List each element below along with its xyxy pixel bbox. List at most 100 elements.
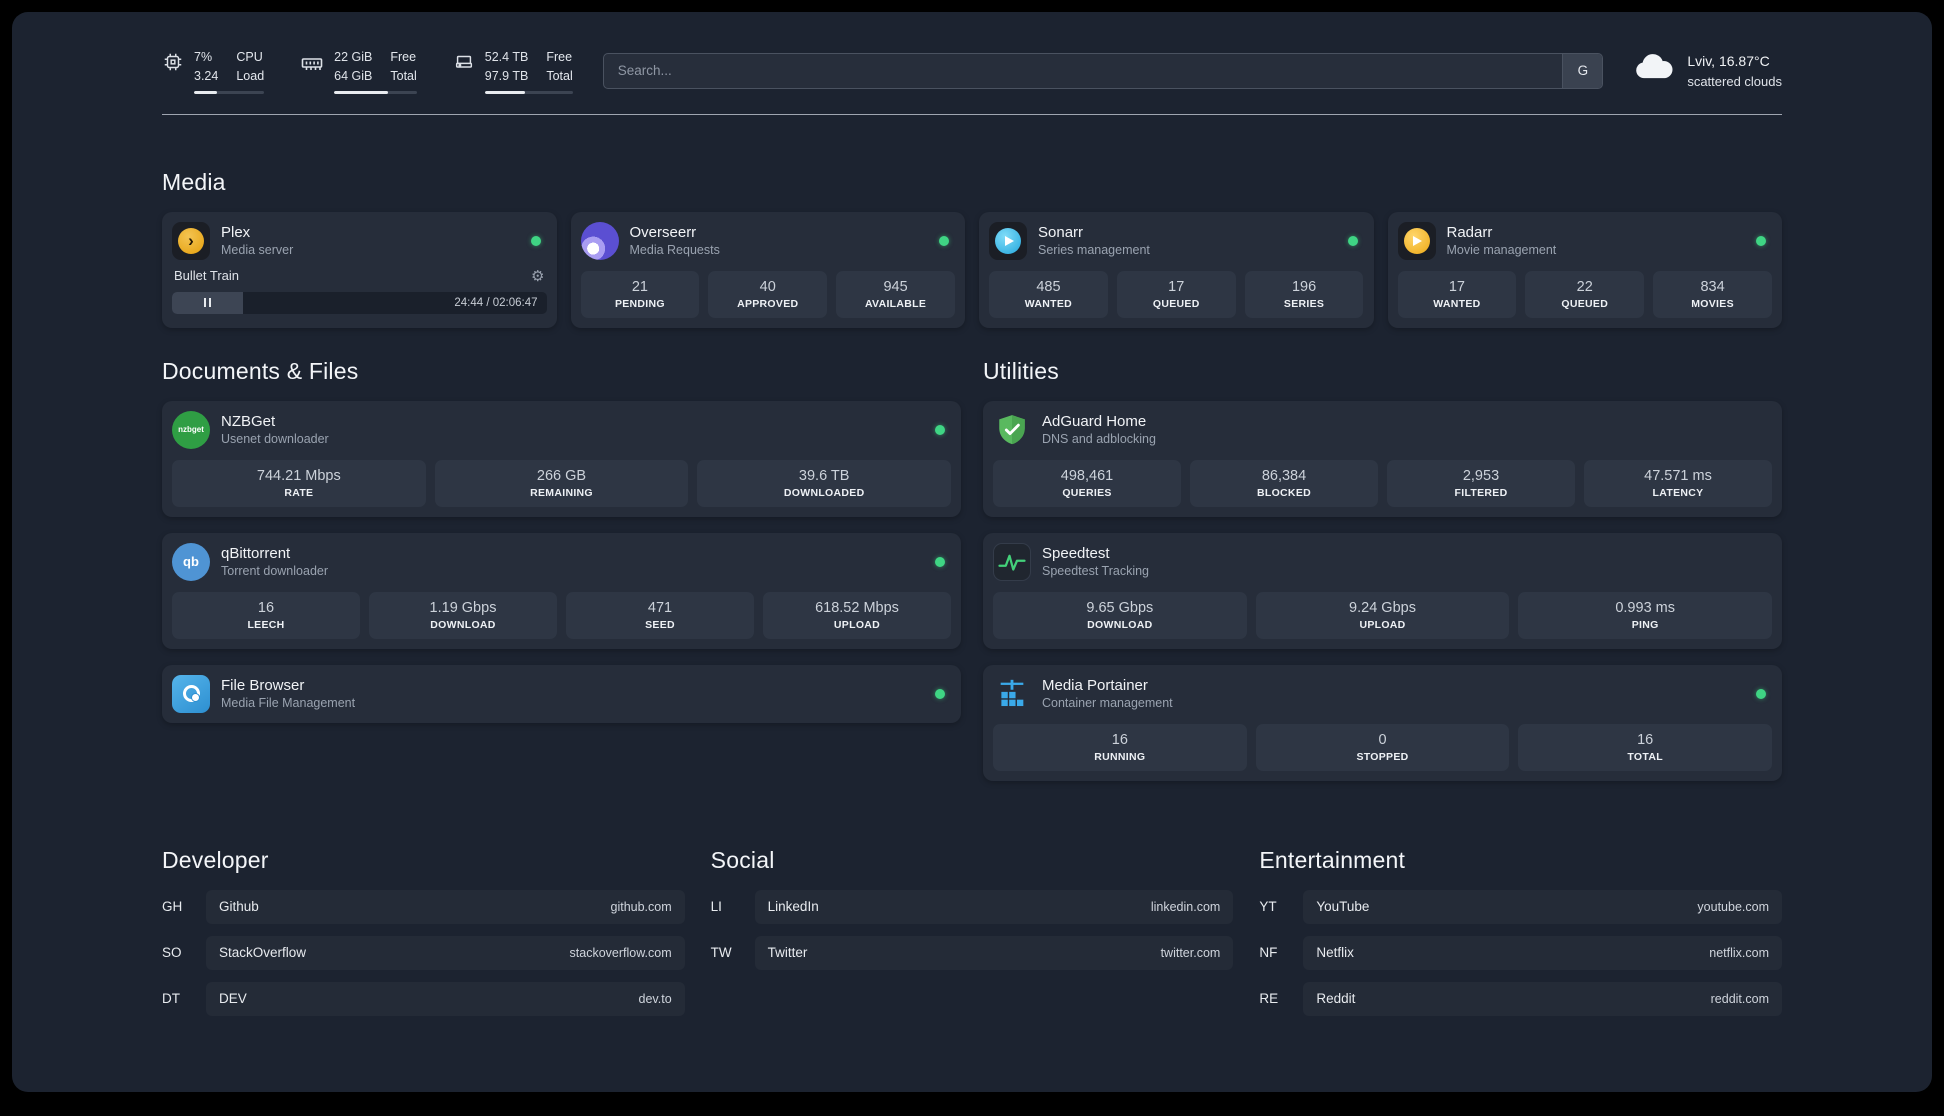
app-name: File Browser [221,677,305,694]
bookmark-name: Github [219,899,259,914]
bookmark-name: Reddit [1316,991,1356,1006]
stat-available: 945 AVAILABLE [836,270,955,318]
bookmark-abbr: NF [1259,945,1278,960]
bookmark-netflix[interactable]: NF Netflix netflix.com [1259,935,1782,970]
topbar-divider [162,113,1782,115]
disk-metric: 52.4 TB 97.9 TB Free Total [453,48,573,94]
search-engine-button[interactable]: G [1562,53,1603,88]
stat-ping: 0.993 ms PING [1518,591,1773,639]
bookmark-name: LinkedIn [767,899,819,914]
plex-icon: › [172,221,210,260]
stat-download: 9.65 Gbps DOWNLOAD [993,591,1247,639]
bookmark-abbr: RE [1259,991,1279,1006]
app-card-speedtest[interactable]: Speedtest Speedtest Tracking 9.65 Gbps D… [983,532,1782,649]
playback-progress-fill [172,291,244,314]
developer-section-title: Developer [162,846,269,873]
nzbget-icon: nzbget [172,410,210,449]
filebrowser-icon [172,674,210,713]
dashboard-content: 7% 3.24 CPU Load [162,12,1782,1016]
bookmark-name: Twitter [767,945,808,960]
playback-time: 24:44 / 02:06:47 [454,296,538,309]
app-name: Radarr [1446,224,1493,241]
bookmark-youtube[interactable]: YT YouTube youtube.com [1259,889,1782,924]
app-card-nzbget[interactable]: nzbget NZBGet Usenet downloader 744.21 M… [162,400,961,517]
topbar: 7% 3.24 CPU Load [162,48,1782,94]
app-name: Speedtest [1042,545,1110,562]
bookmark-linkedin[interactable]: LI LinkedIn linkedin.com [711,889,1234,924]
bookmark-name: DEV [219,991,247,1006]
speedtest-icon [993,542,1031,581]
disk-usage-bar [484,90,573,94]
app-name: Plex [221,224,251,241]
section-documents: Documents & Files nzbget NZBGet Usenet d… [162,358,961,723]
stat-latency: 47.571 ms LATENCY [1584,459,1772,507]
adguard-shield-icon [993,411,1031,449]
stat-wanted: 17 WANTED [1397,270,1517,318]
app-subtitle: Media server [221,243,294,257]
status-dot [530,235,541,246]
app-card-radarr[interactable]: Radarr Movie management 17 WANTED 22 QUE… [1387,211,1782,328]
section-media: Media › Plex Media server Bullet Train ⚙ [162,169,1782,328]
stat-remaining: 266 GB REMAINING [434,459,689,507]
bookmark-stackoverflow[interactable]: SO StackOverflow stackoverflow.com [162,935,685,970]
app-subtitle: DNS and adblocking [1042,432,1156,446]
status-dot [939,235,949,246]
cloud-icon [1633,52,1675,90]
now-playing-title: Bullet Train [174,268,240,283]
ram-icon [300,51,324,75]
status-dot [1756,688,1766,699]
ram-total-value: 64 GiB [334,68,373,83]
app-card-qbittorrent[interactable]: qb qBittorrent Torrent downloader 16 LEE… [162,532,961,649]
bookmark-url: reddit.com [1710,991,1769,1006]
bookmark-group-entertainment: Entertainment YT YouTube youtube.com NF … [1259,847,1782,1016]
cpu-usage-bar [194,90,265,94]
app-card-plex[interactable]: › Plex Media server Bullet Train ⚙ [162,211,557,328]
system-metrics: 7% 3.24 CPU Load [162,48,573,94]
status-dot [1756,235,1766,246]
bookmark-abbr: DT [162,991,180,1006]
app-subtitle: Movie management [1446,243,1557,257]
disk-icon [453,51,475,73]
ram-total-label: Total [390,68,417,83]
section-utilities: Utilities AdGuard Home DNS and adblockin… [983,358,1782,781]
media-section-title: Media [162,168,226,195]
bookmark-name: YouTube [1316,899,1370,914]
bookmark-github[interactable]: GH Github github.com [162,889,685,924]
disk-total-value: 97.9 TB [484,68,529,83]
bookmark-reddit[interactable]: RE Reddit reddit.com [1259,981,1782,1016]
stat-download: 1.19 Gbps DOWNLOAD [369,591,557,639]
gear-icon[interactable]: ⚙ [531,267,545,285]
app-subtitle: Series management [1038,243,1150,257]
bookmark-url: stackoverflow.com [569,945,672,960]
bookmark-group-developer: Developer GH Github github.com SO StackO… [162,847,685,1016]
cpu-load-value: 3.24 [194,68,219,83]
utilities-section-title: Utilities [983,357,1059,384]
app-name: AdGuard Home [1042,413,1147,430]
app-name: Overseerr [629,224,697,241]
cpu-chip-icon [162,51,184,73]
cpu-label: CPU [236,50,263,64]
bookmark-twitter[interactable]: TW Twitter twitter.com [711,935,1234,970]
app-card-adguard[interactable]: AdGuard Home DNS and adblocking 498,461 … [983,400,1782,517]
pause-icon[interactable] [204,298,212,307]
portainer-icon [993,675,1031,713]
playback-progress-bar[interactable]: 24:44 / 02:06:47 [172,291,547,314]
app-card-sonarr[interactable]: Sonarr Series management 485 WANTED 17 Q… [979,211,1374,328]
bookmark-name: Netflix [1316,945,1354,960]
app-name: Media Portainer [1042,677,1148,694]
app-card-filebrowser[interactable]: File Browser Media File Management [162,664,961,723]
status-dot [935,424,945,435]
app-name: Sonarr [1038,224,1084,241]
cpu-percent: 7% [194,50,213,64]
cpu-load-label: Load [236,68,265,83]
app-card-portainer[interactable]: Media Portainer Container management 16 … [983,664,1782,781]
app-card-overseerr[interactable]: Overseerr Media Requests 21 PENDING 40 A… [570,211,965,328]
bookmark-dev[interactable]: DT DEV dev.to [162,981,685,1016]
stat-blocked: 86,384 BLOCKED [1190,459,1378,507]
status-dot [1347,235,1358,246]
stat-running: 16 RUNNING [993,723,1247,771]
status-dot [935,556,945,567]
app-name: qBittorrent [221,545,291,562]
search-input[interactable] [603,53,1563,88]
ram-free-label: Free [390,50,417,64]
